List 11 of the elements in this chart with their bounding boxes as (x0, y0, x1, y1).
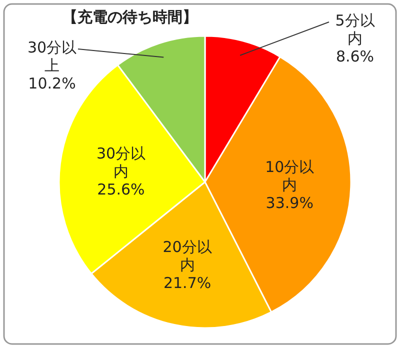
slice-label: 20分以内 (162, 238, 212, 274)
data-label: 8.6% (336, 47, 374, 66)
slice-label: 30分以上 (27, 38, 77, 74)
data-label: 33.9% (266, 194, 314, 212)
data-label: 21.7% (163, 274, 212, 292)
slice-label: 10分以内 (265, 158, 314, 194)
slice-label: 30分以内 (96, 144, 146, 181)
slice-label: 5分以内 (335, 11, 375, 48)
chart-title: 【充電の待ち時間】 (62, 8, 198, 26)
data-label: 25.6% (97, 180, 145, 199)
data-label: 10.2% (28, 74, 76, 92)
